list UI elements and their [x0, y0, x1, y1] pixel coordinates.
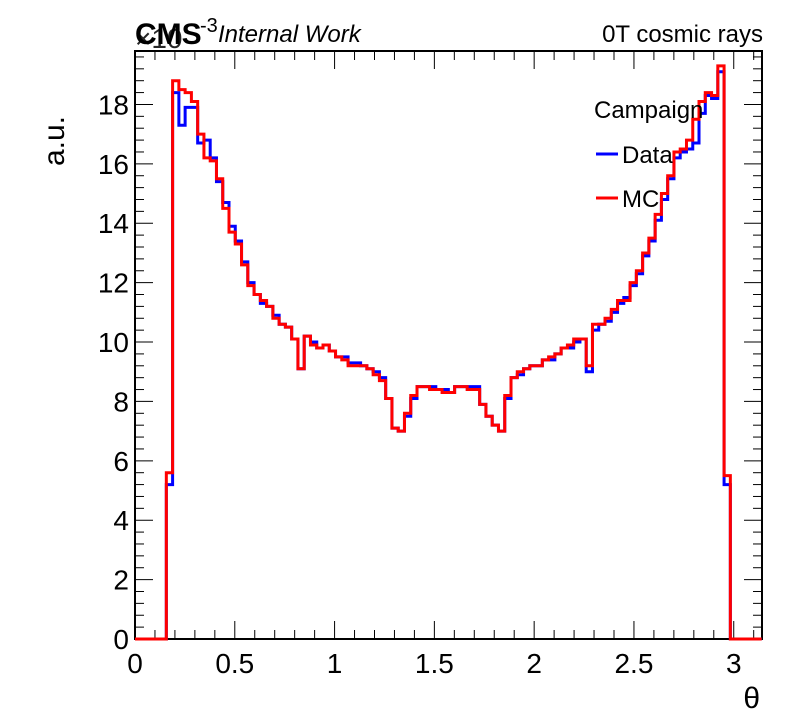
x-tick-label: 0.5 [215, 648, 254, 679]
y-tick-label: 10 [98, 327, 129, 358]
y-tick-label: 12 [98, 268, 129, 299]
legend-label-data: Data [622, 142, 673, 169]
y-axis-title: a.u. [38, 116, 71, 166]
x-tick-label: 1.5 [415, 648, 454, 679]
conditions-label: 0T cosmic rays [602, 21, 763, 48]
status-label: Internal Work [218, 21, 363, 48]
scale-factor-label: ×10 [135, 23, 183, 54]
y-tick-label: 0 [113, 624, 129, 655]
plot-frame [134, 50, 763, 640]
scale-exponent-label: -3 [200, 15, 218, 37]
axis-ticks [134, 51, 762, 640]
series-layer [135, 64, 762, 641]
x-tick-label: 0 [127, 648, 143, 679]
x-tick-label: 1 [327, 648, 343, 679]
legend-label-mc: MC [622, 186, 659, 213]
x-tick-label: 2 [526, 648, 542, 679]
x-tick-label: 2.5 [614, 648, 653, 679]
series-mc-step [135, 64, 762, 641]
legend: Campaign Data MC [594, 97, 703, 213]
x-axis-title: θ [743, 682, 760, 715]
y-tick-label: 14 [98, 208, 129, 239]
y-tick-label: 18 [98, 89, 129, 120]
y-tick-label: 16 [98, 149, 129, 180]
y-tick-label: 8 [113, 386, 129, 417]
y-tick-label: 4 [113, 505, 129, 536]
y-tick-label: 2 [113, 565, 129, 596]
axis-tick-labels: 0 0.5 1 1.5 2 2.5 3 0 2 4 6 8 10 12 14 16 18 [98, 89, 742, 679]
experiment-label: CMS [135, 18, 202, 51]
y-tick-label: 6 [113, 446, 129, 477]
legend-title: Campaign [594, 97, 703, 124]
x-tick-label: 3 [726, 648, 742, 679]
